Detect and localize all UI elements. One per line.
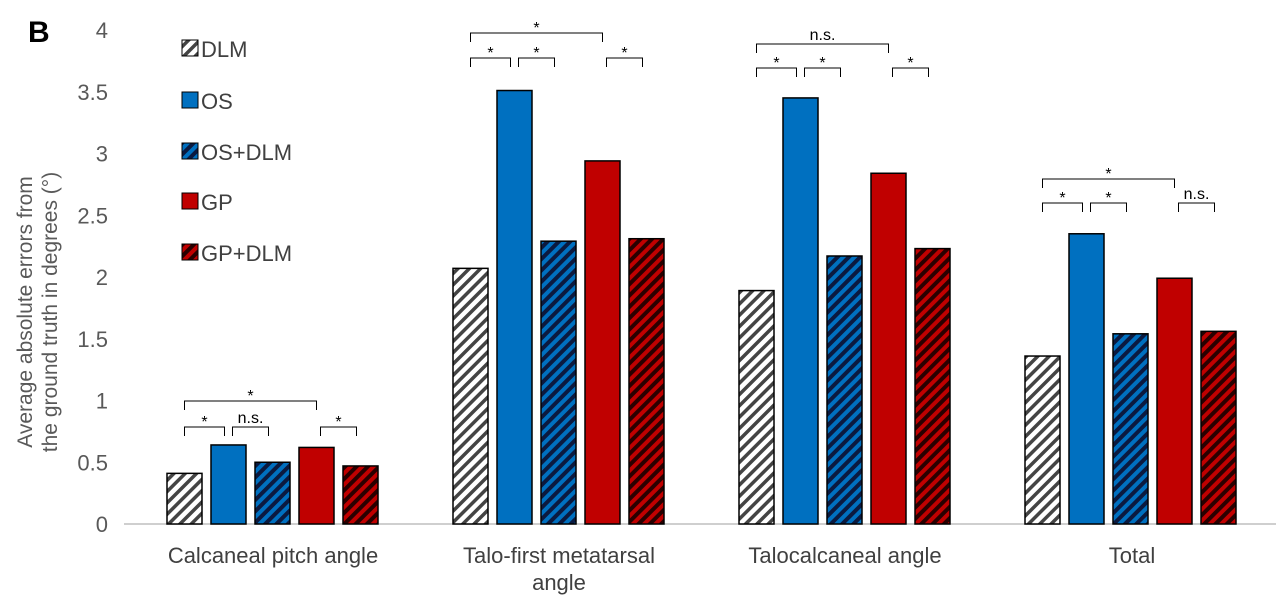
legend-item-gp: GP [181,190,233,215]
y-tick-label: 2.5 [77,203,108,228]
bar-dlm-cat2 [738,289,775,525]
significance-label: * [533,45,539,62]
significance-bracket [470,57,511,67]
y-tick-label: 0 [96,512,108,537]
significance-bracket [756,67,797,77]
y-tick-label: 3.5 [77,80,108,105]
legend-swatch-dlm [181,39,199,57]
significance-bracket [470,32,603,42]
bar-os-dlm-cat0 [254,461,291,525]
legend-item-os: OS [181,89,233,114]
legend-swatch-gp [181,192,199,210]
significance-bracket [756,43,889,53]
legend-label-os: OS [201,89,233,114]
significance-bracket [1178,202,1215,212]
y-axis-label-line2: the ground truth in degrees (°) [39,172,62,452]
bar-os-cat3 [1068,233,1105,525]
legend-item-dlm: DLM [181,37,247,62]
bar-dlm-cat1 [452,267,489,525]
bar-os-cat1 [496,89,533,525]
bar-gp-dlm-cat0 [342,465,379,525]
category-label-talo-first-metatarsal: Talo-first metatarsal [463,543,655,568]
y-tick-label: 3 [96,142,108,167]
legend-label-dlm: DLM [201,37,247,62]
bar-gp-cat0 [298,446,335,525]
bar-os-dlm-cat3 [1112,333,1149,525]
legend-swatch-gp-dlm [181,243,199,261]
legend-swatch-os-dlm [181,142,199,160]
significance-bracket [1042,178,1175,188]
bar-gp-dlm-cat2 [914,247,951,525]
significance-label: * [1105,166,1111,183]
legend-label-os-dlm: OS+DLM [201,140,292,165]
bar-os-cat0 [210,444,247,525]
significance-label: * [773,55,779,72]
significance-bracket [606,57,643,67]
y-tick-label: 0.5 [77,450,108,475]
significance-bracket [518,57,555,67]
legend: DLM OS OS+DLM GP GP+DLM [181,37,292,266]
significance-bracket [1042,202,1083,212]
y-tick-label: 1.5 [77,327,108,352]
category-labels: Calcaneal pitch angle Talo-first metatar… [168,543,1155,595]
legend-item-gp-dlm: GP+DLM [181,241,292,266]
bar-gp-cat3 [1156,277,1193,525]
bar-os-dlm-cat2 [826,255,863,525]
bar-gp-cat2 [870,172,907,525]
bar-gp-dlm-cat1 [628,237,665,525]
category-label-total: Total [1109,543,1155,568]
significance-label: * [907,55,913,72]
bars-group [166,89,1237,525]
significance-brackets: * n.s. * * * * * * * * * n.s. * * n.s. * [184,20,1215,436]
category-label-talo-first-metatarsal-line2: angle [532,570,586,595]
significance-label: * [533,20,539,37]
significance-label: * [201,414,207,431]
significance-label: n.s. [1184,186,1210,203]
bar-gp-dlm-cat3 [1200,330,1237,525]
legend-swatch-os [181,91,199,109]
significance-bracket [184,400,317,410]
significance-bracket [892,67,929,77]
panel-label: B [28,16,50,49]
significance-bracket [232,426,269,436]
significance-bracket [184,426,225,436]
significance-label: * [247,388,253,405]
bar-dlm-cat0 [166,472,203,525]
legend-label-gp-dlm: GP+DLM [201,241,292,266]
y-axis-label: Average absolute errors from the ground … [14,172,62,452]
significance-label: n.s. [810,27,836,44]
legend-label-gp: GP [201,190,233,215]
significance-bracket [1090,202,1127,212]
bar-os-dlm-cat1 [540,240,577,525]
category-label-calcaneal-pitch: Calcaneal pitch angle [168,543,378,568]
bar-dlm-cat3 [1024,355,1061,525]
y-tick-label: 4 [96,18,108,43]
significance-label: * [335,414,341,431]
bar-os-cat2 [782,97,819,525]
significance-label: n.s. [238,410,264,427]
category-label-talocalcaneal: Talocalcaneal angle [748,543,941,568]
bar-gp-cat1 [584,160,621,525]
significance-label: * [1105,190,1111,207]
legend-item-os-dlm: OS+DLM [181,140,292,165]
significance-label: * [1059,190,1065,207]
significance-label: * [819,55,825,72]
y-tick-label: 1 [96,389,108,414]
significance-bracket [320,426,357,436]
significance-label: * [487,45,493,62]
y-tick-label: 2 [96,265,108,290]
significance-label: * [621,45,627,62]
y-axis-label-line1: Average absolute errors from [14,176,37,448]
y-axis-ticks: 0 0.5 1 1.5 2 2.5 3 3.5 4 [77,18,108,537]
significance-bracket [804,67,841,77]
